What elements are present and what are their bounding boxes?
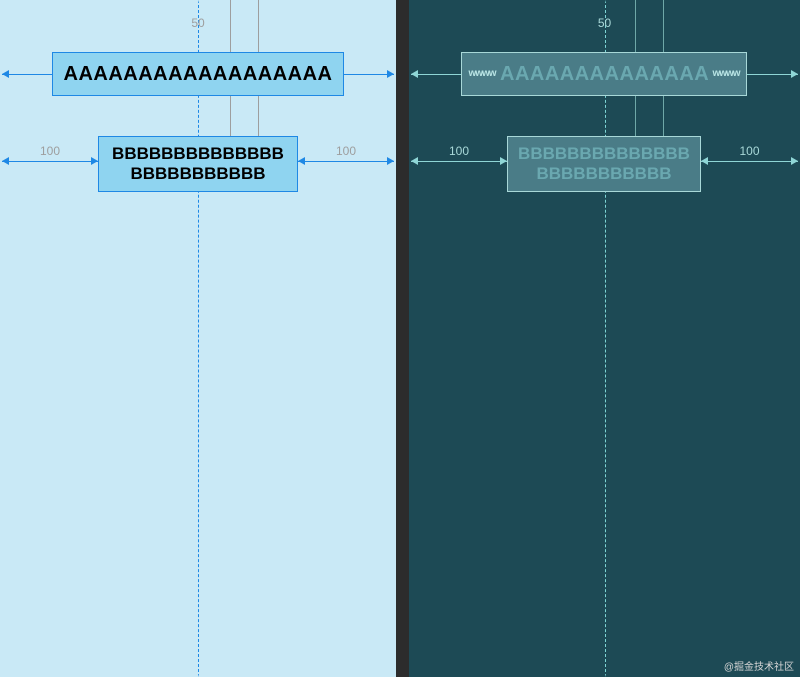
spring-icon: wwww <box>466 69 498 79</box>
panel-left-light: 50 AAAAAAAAAAAAAAAAAA 100 100 BBBBBBBBBB… <box>0 0 396 677</box>
margin-label: 100 <box>737 144 761 158</box>
box-b-left-margin: 100 <box>411 160 507 161</box>
text-b-line1: BBBBBBBBBBBBBB <box>518 144 690 164</box>
vertical-center-guide <box>198 0 202 677</box>
margin-label: 100 <box>334 144 358 158</box>
text-a: AAAAAAAAAAAAAAAAAA <box>500 63 710 86</box>
watermark: @掘金技术社区 <box>724 658 794 673</box>
box-b-left-margin: 100 <box>2 160 98 161</box>
margin-label: 100 <box>38 144 62 158</box>
margin-label: 100 <box>447 144 471 158</box>
text-box-b: BBBBBBBBBBBBBB BBBBBBBBBBB <box>507 136 701 192</box>
panel-right-dark: 50 wwww AAAAAAAAAAAAAAAAAA wwww 100 100 … <box>409 0 800 677</box>
text-b-line1: BBBBBBBBBBBBBB <box>112 144 284 164</box>
text-box-a: wwww AAAAAAAAAAAAAAAAAA wwww <box>461 52 747 96</box>
text-b-line2: BBBBBBBBBBB <box>130 164 265 184</box>
text-b-line2: BBBBBBBBBBB <box>536 164 671 184</box>
box-b-right-margin: 100 <box>701 160 798 161</box>
vertical-center-guide <box>605 0 609 677</box>
spring-icon: wwww <box>710 69 742 79</box>
text-a: AAAAAAAAAAAAAAAAAA <box>64 63 333 86</box>
box-b-right-margin: 100 <box>298 160 394 161</box>
text-box-b: BBBBBBBBBBBBBB BBBBBBBBBBB <box>98 136 298 192</box>
text-box-a: AAAAAAAAAAAAAAAAAA <box>52 52 344 96</box>
